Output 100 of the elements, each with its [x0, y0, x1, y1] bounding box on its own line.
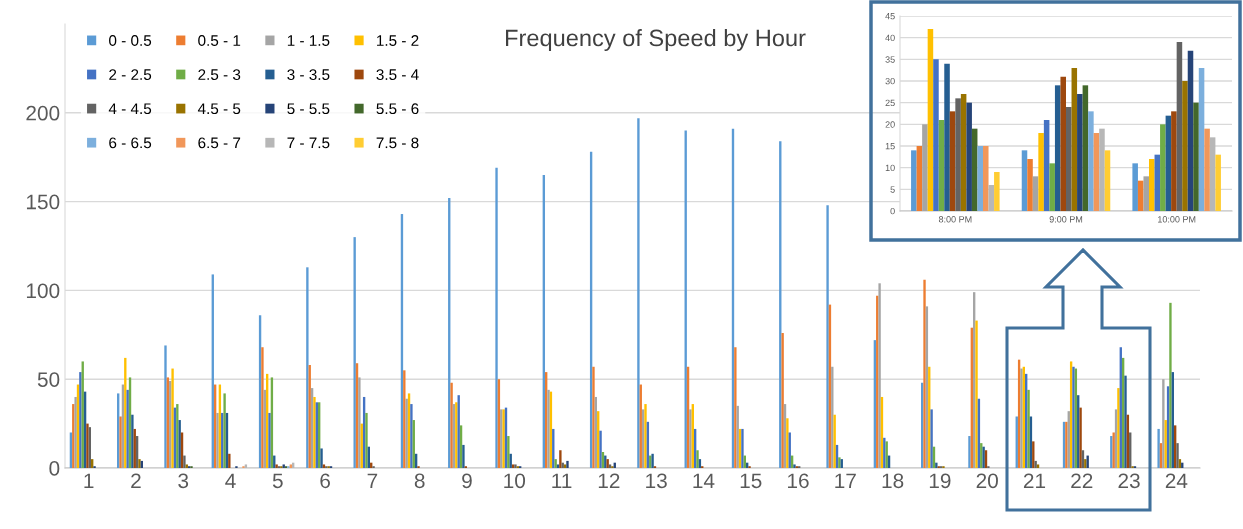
- y-tick-label: 15: [885, 143, 895, 150]
- bar: [353, 237, 356, 468]
- bar: [183, 455, 186, 468]
- x-tick-label: 11: [552, 473, 572, 488]
- legend-label: 2.5 - 3: [198, 69, 241, 81]
- bar: [1143, 176, 1149, 211]
- legend-label: 5 - 5.5: [287, 103, 330, 115]
- legend-label: 4.5 - 5: [197, 103, 241, 115]
- x-tick-label: 9: [462, 473, 472, 489]
- bar: [1187, 50, 1194, 211]
- bar: [1215, 154, 1221, 211]
- x-tick-label: 1: [84, 473, 94, 488]
- bar: [228, 453, 231, 468]
- bar: [1104, 150, 1111, 211]
- bar: [450, 382, 453, 468]
- bar: [86, 423, 89, 468]
- bar: [1171, 111, 1177, 211]
- x-tick-label: 23: [1118, 473, 1140, 489]
- bar: [960, 94, 967, 211]
- x-tick-label: 13: [646, 473, 667, 489]
- bar: [507, 436, 510, 468]
- bar: [878, 283, 881, 468]
- x-tick-label: 15: [740, 473, 762, 489]
- bar: [930, 409, 933, 468]
- bar: [944, 63, 950, 211]
- bar: [1060, 76, 1066, 211]
- legend-label: 1.5 - 2: [377, 35, 419, 46]
- bar: [1077, 94, 1083, 211]
- bar: [559, 450, 562, 468]
- bar: [983, 146, 989, 211]
- bar: [131, 414, 134, 468]
- legend-label: 7 - 7.5: [287, 137, 330, 149]
- bar: [689, 409, 692, 468]
- bar: [566, 460, 569, 468]
- bar: [1117, 388, 1120, 468]
- bar: [1084, 459, 1087, 468]
- bar: [1176, 42, 1183, 211]
- legend-label: 4 - 4.5: [108, 103, 152, 115]
- bar: [1160, 124, 1166, 211]
- bar: [1049, 163, 1055, 211]
- bar: [216, 412, 219, 468]
- bar: [1182, 81, 1188, 211]
- x-tick-label: 8:00 PM: [938, 216, 972, 223]
- chart-title: Frequency of Speed by Hour: [506, 29, 806, 51]
- bar: [644, 404, 647, 468]
- x-tick-label: 7: [367, 473, 378, 488]
- bar: [949, 111, 956, 211]
- legend-label: 7.5 - 8: [376, 137, 419, 149]
- bar: [833, 414, 836, 468]
- bar: [781, 333, 784, 468]
- bar: [1132, 163, 1138, 211]
- x-tick-label: 18: [882, 473, 904, 489]
- bar: [1021, 150, 1028, 211]
- y-tick-label: 30: [885, 77, 895, 85]
- legend-label: 3 - 3.5: [287, 69, 330, 81]
- bar: [1043, 120, 1050, 211]
- bar: [1124, 375, 1127, 468]
- x-tick-label: 24: [1165, 473, 1188, 488]
- bar: [261, 347, 264, 468]
- bar: [1154, 154, 1161, 211]
- bar: [968, 436, 971, 468]
- bar: [1176, 443, 1179, 468]
- bar: [74, 396, 77, 468]
- x-tick-label: 20: [976, 473, 998, 489]
- bar: [938, 120, 945, 211]
- x-tick-label: 19: [929, 473, 951, 489]
- x-tick-label: 22: [1071, 473, 1093, 488]
- bar: [916, 146, 923, 211]
- x-tick-label: 2: [131, 473, 141, 488]
- bar: [971, 128, 978, 211]
- bar: [1032, 176, 1039, 211]
- bar: [1198, 68, 1205, 211]
- bar: [933, 59, 939, 211]
- bar: [1034, 460, 1037, 468]
- y-tick-label: 40: [885, 34, 895, 42]
- bar: [462, 444, 465, 468]
- x-tick-label: 5: [272, 473, 283, 489]
- x-tick-label: 16: [788, 473, 809, 489]
- x-tick-label: 10: [504, 473, 526, 489]
- y-tick-label: 25: [885, 99, 895, 107]
- bar: [79, 372, 82, 468]
- x-tick-label: 8: [414, 473, 425, 489]
- bar: [119, 416, 122, 468]
- bar: [171, 368, 174, 468]
- bar: [1071, 68, 1078, 211]
- bar: [495, 167, 498, 468]
- bar: [637, 118, 640, 468]
- bar: [927, 29, 934, 211]
- bar: [1157, 428, 1160, 468]
- x-tick-label: 3: [178, 473, 189, 489]
- bar: [405, 398, 408, 468]
- bar: [1038, 133, 1044, 211]
- bar: [935, 462, 938, 468]
- bar: [410, 404, 413, 468]
- y-tick-label: 50: [37, 372, 60, 387]
- x-tick-label: 21: [1023, 473, 1046, 488]
- bar: [966, 102, 972, 211]
- bar: [1093, 133, 1100, 211]
- bar: [556, 464, 560, 468]
- bar: [1110, 436, 1113, 468]
